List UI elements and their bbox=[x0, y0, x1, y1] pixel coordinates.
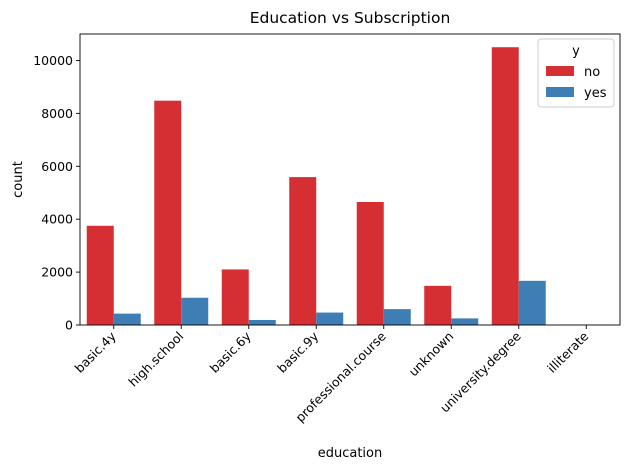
bar-no-basic-6y bbox=[221, 269, 249, 325]
bars bbox=[86, 47, 614, 326]
chart-title: Education vs Subscription bbox=[250, 9, 451, 27]
x-tick-label: basic.6y bbox=[207, 328, 255, 376]
x-tick-label: unknown bbox=[406, 329, 457, 380]
plot-frame bbox=[79, 33, 621, 326]
legend: y no yes bbox=[537, 38, 615, 108]
y-tick-label: 6000 bbox=[41, 159, 73, 174]
bar-yes-basic-6y bbox=[248, 319, 276, 325]
y-tick-label: 2000 bbox=[41, 265, 73, 280]
bar-yes-basic-4y bbox=[113, 313, 141, 325]
y-tick-label: 0 bbox=[65, 318, 73, 333]
x-axis-ticks: basic.4y high.school basic.6y basic.9yprofe… bbox=[72, 325, 592, 425]
bar-yes-professional-course bbox=[383, 309, 411, 325]
x-tick-label: high.school bbox=[125, 329, 186, 390]
x-tick-label: basic.9y bbox=[274, 328, 322, 376]
legend-swatch-yes bbox=[546, 87, 574, 97]
bar-no-basic-4y bbox=[86, 225, 114, 325]
bar-no-professional-course bbox=[356, 201, 384, 325]
bar-yes-university-degree bbox=[518, 280, 546, 325]
legend-label-no: no bbox=[584, 65, 600, 80]
bar-yes-high-school bbox=[181, 297, 209, 325]
y-tick-label: 10000 bbox=[33, 53, 73, 68]
bar-yes-basic-9y bbox=[316, 312, 344, 325]
y-tick-label: 4000 bbox=[41, 212, 73, 227]
legend-swatch-no bbox=[546, 66, 574, 76]
legend-label-yes: yes bbox=[584, 86, 607, 101]
bar-yes-unknown bbox=[451, 318, 479, 325]
bar-no-high-school bbox=[154, 100, 182, 325]
bar-no-unknown bbox=[424, 285, 452, 325]
x-tick-label: illiterate bbox=[544, 328, 592, 376]
legend-title: y bbox=[572, 44, 580, 59]
x-tick-label: basic.4y bbox=[72, 328, 120, 376]
y-axis-ticks: 0 2000 4000 6000 8000 10000 bbox=[33, 53, 80, 333]
y-axis-label: count bbox=[11, 161, 26, 198]
bar-no-basic-9y bbox=[289, 177, 317, 325]
y-tick-label: 8000 bbox=[41, 106, 73, 121]
bar-no-university-degree bbox=[491, 47, 519, 326]
x-axis-label: education bbox=[318, 446, 383, 461]
